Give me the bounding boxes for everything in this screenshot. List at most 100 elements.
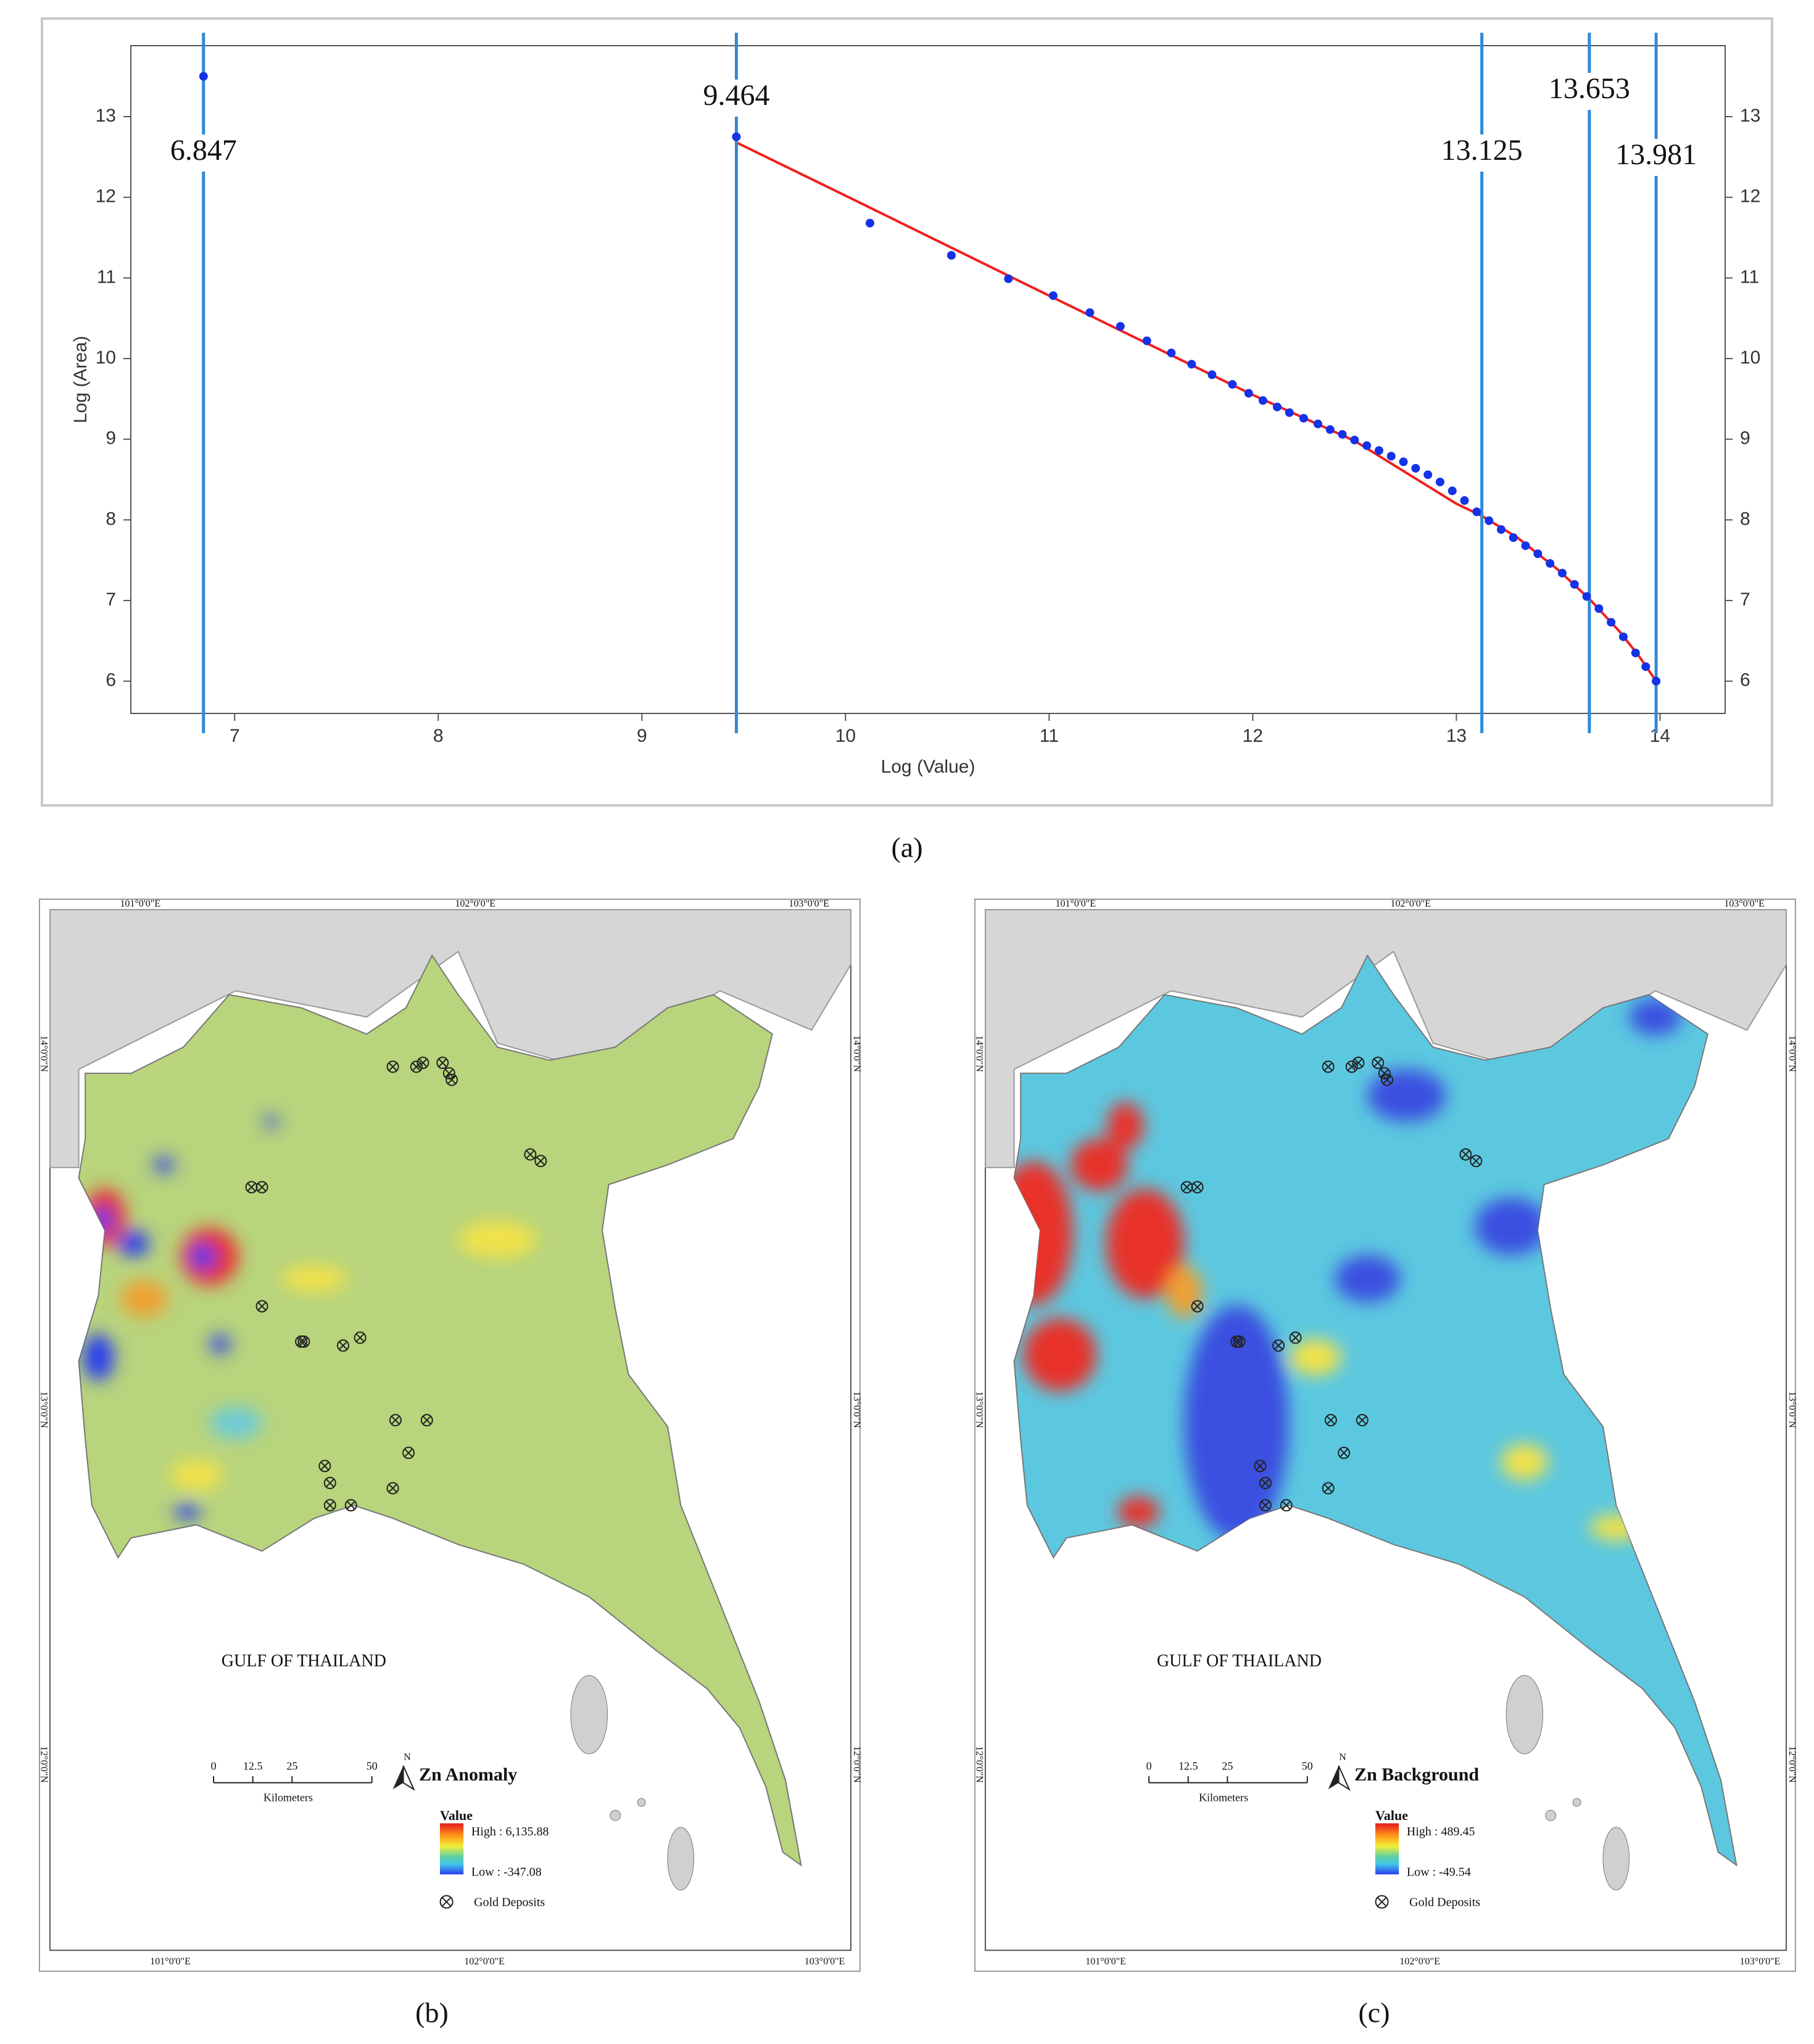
deposit-marker (1381, 1073, 1394, 1086)
surface-patch (120, 1280, 168, 1317)
deposit-cross (1348, 1062, 1356, 1071)
surface-patch (1023, 1318, 1097, 1392)
north-label: N (1339, 1752, 1346, 1763)
deposit-marker (420, 1414, 433, 1427)
lon-label: 103°0'0"E (1724, 899, 1765, 909)
surface-patch (281, 1265, 347, 1292)
point (1631, 648, 1640, 657)
deposit-cross (326, 1501, 334, 1510)
y-tick-label: 6 (106, 670, 116, 691)
deposit-cross (1340, 1448, 1348, 1457)
point (1435, 477, 1444, 486)
deposit-marker (1324, 1414, 1337, 1427)
deposit-marker (1280, 1499, 1293, 1512)
point (1447, 486, 1457, 496)
point (1207, 370, 1217, 380)
surface-patch (1117, 1496, 1160, 1528)
legend-title: Zn Anomaly (419, 1764, 517, 1785)
threshold-label-bg (692, 80, 781, 117)
legend-deposits: Gold Deposits (1409, 1895, 1480, 1909)
map-panel: 101°0'0"E 102°0'0"E 103°0'0"E 101°0'0"E 102°… (39, 899, 862, 1972)
surface-patch (1367, 1069, 1446, 1122)
surface-patch (458, 1221, 537, 1258)
lon-label: 103°0'0"E (805, 1956, 845, 1967)
deposit-cross (355, 1333, 365, 1342)
lat-label: 14°0'0"N (1787, 1036, 1797, 1073)
chart-frame (41, 17, 1773, 807)
deposit-cross (1323, 1062, 1333, 1071)
point (1167, 348, 1176, 357)
surface-patch (1475, 1197, 1548, 1255)
legend-deposit-marker (439, 1895, 454, 1909)
surface-patch (1184, 1305, 1290, 1541)
plot-area (130, 45, 1726, 714)
scale-label: 25 (1222, 1759, 1233, 1772)
x-axis-label: Log (Value) (881, 757, 975, 777)
deposit-marker (410, 1060, 423, 1073)
point (1533, 549, 1543, 559)
deposit-cross (1274, 1341, 1283, 1350)
deposit-cross (388, 1062, 397, 1071)
y2-tick-label: 7 (1740, 589, 1750, 610)
threshold-label-bg (1612, 139, 1701, 176)
deposit-marker (1254, 1460, 1267, 1473)
deposit-marker (1345, 1060, 1358, 1073)
x-tick-label: 10 (835, 726, 856, 746)
legend-low: Low : -347.08 (471, 1866, 542, 1879)
lon-label: 103°0'0"E (789, 899, 829, 909)
deposit-marker (1322, 1482, 1335, 1495)
point (1570, 580, 1579, 589)
point (1641, 662, 1650, 671)
point (865, 218, 874, 228)
deposit-marker (1259, 1476, 1272, 1489)
deposit-cross (1358, 1416, 1367, 1424)
point (1244, 389, 1253, 398)
point (1557, 568, 1567, 578)
point (1546, 559, 1555, 568)
north-arrow-half (1338, 1765, 1351, 1791)
deposit-cross (388, 1484, 397, 1493)
deposit-marker (255, 1181, 268, 1194)
point (1004, 274, 1013, 283)
deposit-cross (1261, 1479, 1270, 1487)
lon-label: 103°0'0"E (1740, 1956, 1781, 1967)
surface-patch (1335, 1255, 1401, 1303)
legend-title: Zn Background (1354, 1764, 1479, 1785)
deposit-marker (1233, 1335, 1246, 1348)
point (1116, 322, 1125, 331)
deposit-marker (354, 1331, 367, 1344)
y-tick-label: 8 (106, 509, 116, 529)
deposit-marker (1191, 1181, 1204, 1194)
deposit-marker (255, 1300, 268, 1313)
deposit-marker (416, 1057, 429, 1070)
island (637, 1798, 646, 1807)
deposit-cross (339, 1341, 347, 1350)
deposit-cross (1291, 1333, 1300, 1342)
lat-label: 12°0'0"N (39, 1746, 49, 1783)
deposit-cross (423, 1416, 431, 1424)
deposit-cross (1193, 1302, 1202, 1311)
deposit-marker (1322, 1060, 1335, 1073)
deposit-marker (386, 1482, 399, 1495)
lon-label: 102°0'0"E (464, 1956, 505, 1967)
deposit-marker (1459, 1148, 1472, 1161)
point (1485, 516, 1494, 525)
x-tick-label: 14 (1650, 726, 1670, 746)
point (1285, 408, 1294, 417)
threshold-label: 6.847 (170, 134, 237, 167)
y2-tick-label: 9 (1740, 428, 1750, 449)
deposit-marker (1378, 1067, 1391, 1080)
north-arrow (392, 1766, 404, 1790)
y-tick-label: 7 (106, 589, 116, 610)
deposit-cross (404, 1448, 413, 1457)
island (1572, 1798, 1581, 1807)
sea-label: GULF OF THAILAND (1157, 1651, 1322, 1671)
surface-patch (1629, 999, 1682, 1036)
surface-patch (170, 1459, 223, 1491)
point (199, 72, 208, 81)
legend-value-label: Value (1375, 1808, 1408, 1823)
surface-patch (264, 1115, 278, 1129)
deposit-marker (524, 1148, 537, 1161)
deposit-cross (447, 1075, 456, 1084)
deposit-cross (247, 1182, 256, 1192)
